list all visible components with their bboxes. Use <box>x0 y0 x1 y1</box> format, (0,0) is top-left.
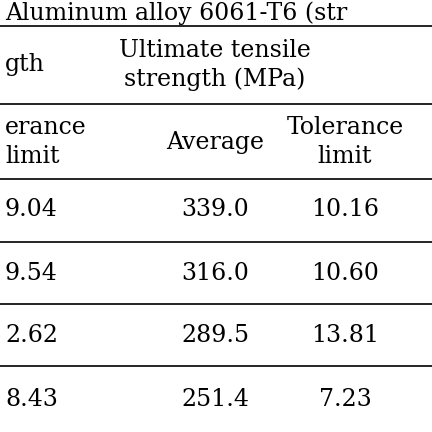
Text: Tolerance
limit: Tolerance limit <box>286 116 403 168</box>
Text: 289.5: 289.5 <box>181 324 249 346</box>
Text: 7.23: 7.23 <box>319 388 372 410</box>
Text: Ultimate tensile
strength (MPa): Ultimate tensile strength (MPa) <box>119 39 311 91</box>
Text: 9.04: 9.04 <box>5 198 58 222</box>
Text: 339.0: 339.0 <box>181 198 249 222</box>
Text: 10.16: 10.16 <box>311 198 379 222</box>
Text: 251.4: 251.4 <box>181 388 249 410</box>
Text: 9.54: 9.54 <box>5 261 58 285</box>
Text: Average: Average <box>166 130 264 153</box>
Text: erance
limit: erance limit <box>5 116 87 168</box>
Text: 8.43: 8.43 <box>5 388 58 410</box>
Text: Aluminum alloy 6061-T6 (str: Aluminum alloy 6061-T6 (str <box>5 1 347 25</box>
Text: gth: gth <box>5 54 45 76</box>
Text: 316.0: 316.0 <box>181 261 249 285</box>
Text: 10.60: 10.60 <box>311 261 379 285</box>
Text: 13.81: 13.81 <box>311 324 379 346</box>
Text: 2.62: 2.62 <box>5 324 58 346</box>
